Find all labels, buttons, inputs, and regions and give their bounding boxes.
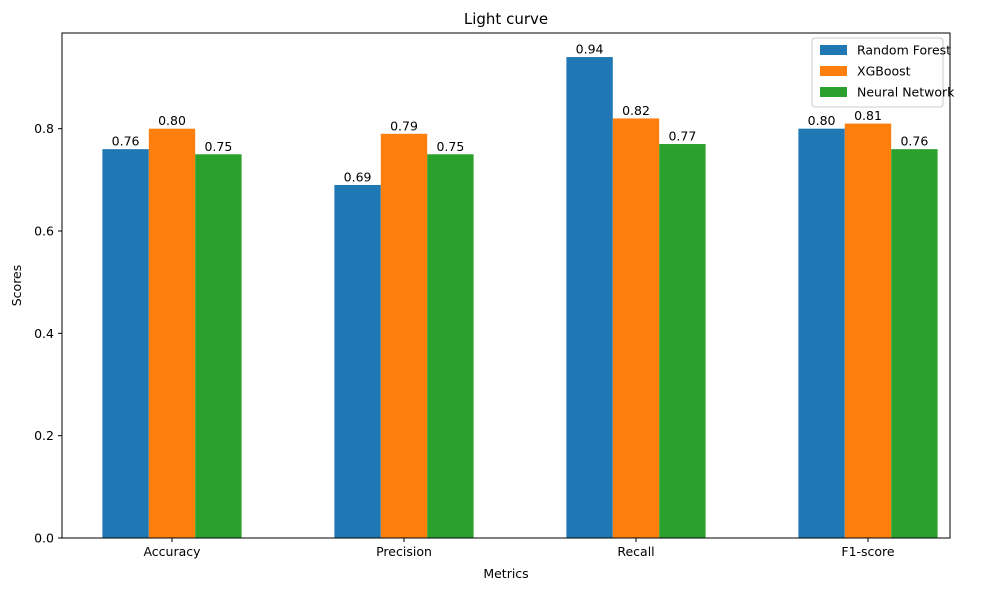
bar-random-forest-accuracy <box>102 149 149 538</box>
bar-value-label: 0.81 <box>854 108 882 123</box>
bar-value-label: 0.75 <box>436 139 464 154</box>
bar-labels-layer: 0.76 0.69 0.94 0.80 0.80 0.79 0.82 0.81 0.75 0.75… <box>112 42 929 185</box>
legend-label: Neural Network <box>857 85 955 100</box>
x-tick-label: Accuracy <box>143 544 201 559</box>
bars-layer <box>102 57 938 539</box>
y-axis-label: Scores <box>9 265 24 307</box>
bar-value-label: 0.76 <box>900 134 928 149</box>
bar-value-label: 0.80 <box>808 113 836 128</box>
bar-neural-network-recall <box>659 144 706 538</box>
y-axis: 0.0 0.2 0.4 0.6 0.8 <box>34 121 62 546</box>
bar-value-label: 0.80 <box>158 113 186 128</box>
chart-title: Light curve <box>464 10 548 28</box>
bar-neural-network-precision <box>427 154 474 538</box>
bar-neural-network-f1-score <box>891 149 938 538</box>
bar-xgboost-f1-score <box>844 123 892 538</box>
legend-swatch <box>820 87 847 97</box>
bar-value-label: 0.82 <box>622 103 650 118</box>
bar-random-forest-recall <box>566 57 613 539</box>
legend: Random Forest XGBoost Neural Network <box>811 37 955 108</box>
bar-xgboost-recall <box>612 118 660 538</box>
bar-neural-network-accuracy <box>195 154 242 538</box>
x-tick-label: Precision <box>376 544 432 559</box>
x-tick-label: F1-score <box>841 544 895 559</box>
bar-value-label: 0.79 <box>390 118 418 133</box>
y-tick-label: 0.8 <box>34 121 54 136</box>
x-tick-label: Recall <box>617 544 654 559</box>
bar-value-label: 0.75 <box>204 139 232 154</box>
x-axis: Accuracy Precision Recall F1-score <box>143 538 895 559</box>
legend-swatch <box>820 45 847 55</box>
bar-random-forest-precision <box>334 184 381 538</box>
bar-xgboost-precision <box>380 133 428 538</box>
legend-label: Random Forest <box>857 43 951 58</box>
y-tick-label: 0.0 <box>34 531 54 546</box>
y-tick-label: 0.2 <box>34 428 54 443</box>
bar-value-label: 0.77 <box>668 129 696 144</box>
plot-frame <box>61 32 951 539</box>
y-tick-label: 0.6 <box>34 224 54 239</box>
y-tick-label: 0.4 <box>34 326 54 341</box>
legend-swatch <box>820 66 847 76</box>
bar-xgboost-accuracy <box>148 128 196 538</box>
bar-value-label: 0.69 <box>344 169 372 184</box>
bar-value-label: 0.76 <box>112 134 140 149</box>
legend-label: XGBoost <box>857 64 911 79</box>
bar-value-label: 0.94 <box>576 42 604 57</box>
bar-random-forest-f1-score <box>798 128 845 538</box>
x-axis-label: Metrics <box>483 566 528 581</box>
